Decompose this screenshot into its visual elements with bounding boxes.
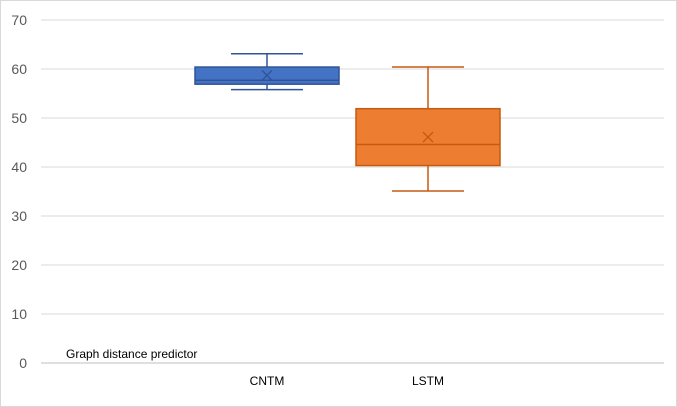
- mean-marker-stroke-b: [261, 69, 273, 81]
- y-tick-label-60: 60: [11, 61, 27, 77]
- category-label-cntm: CNTM: [250, 374, 285, 388]
- mean-marker: [261, 69, 273, 81]
- y-axis-tick-labels: 0 10 20 30 40 50 60 70: [11, 12, 27, 371]
- box-series: [194, 53, 501, 192]
- x-axis-category-labels: CNTM LSTM: [250, 374, 444, 388]
- y-tick-label-10: 10: [11, 306, 27, 322]
- mean-marker: [422, 131, 434, 143]
- box-lstm: [355, 66, 501, 192]
- y-tick-label-50: 50: [11, 110, 27, 126]
- chart-annotation: Graph distance predictor: [66, 347, 197, 361]
- mean-marker-stroke-b: [422, 131, 434, 143]
- y-tick-label-40: 40: [11, 159, 27, 175]
- box-cntm: [194, 53, 340, 91]
- category-label-lstm: LSTM: [412, 374, 444, 388]
- y-tick-label-30: 30: [11, 208, 27, 224]
- y-tick-label-0: 0: [19, 355, 27, 371]
- gridlines: [41, 19, 664, 364]
- y-tick-label-20: 20: [11, 257, 27, 273]
- y-tick-label-70: 70: [11, 12, 27, 28]
